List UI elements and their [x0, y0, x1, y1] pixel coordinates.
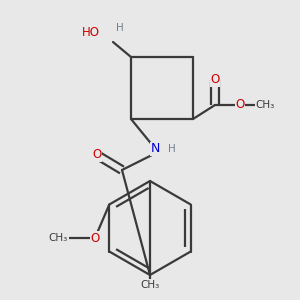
Text: O: O	[236, 98, 244, 112]
Text: H: H	[168, 144, 176, 154]
Text: O: O	[210, 74, 220, 86]
Text: O: O	[92, 148, 102, 161]
Text: CH₃: CH₃	[140, 280, 160, 290]
Text: H: H	[116, 23, 124, 33]
Text: N: N	[150, 142, 160, 155]
Text: CH₃: CH₃	[49, 233, 68, 243]
Text: O: O	[90, 232, 100, 244]
Text: HO: HO	[82, 26, 100, 38]
Text: CH₃: CH₃	[255, 100, 274, 110]
